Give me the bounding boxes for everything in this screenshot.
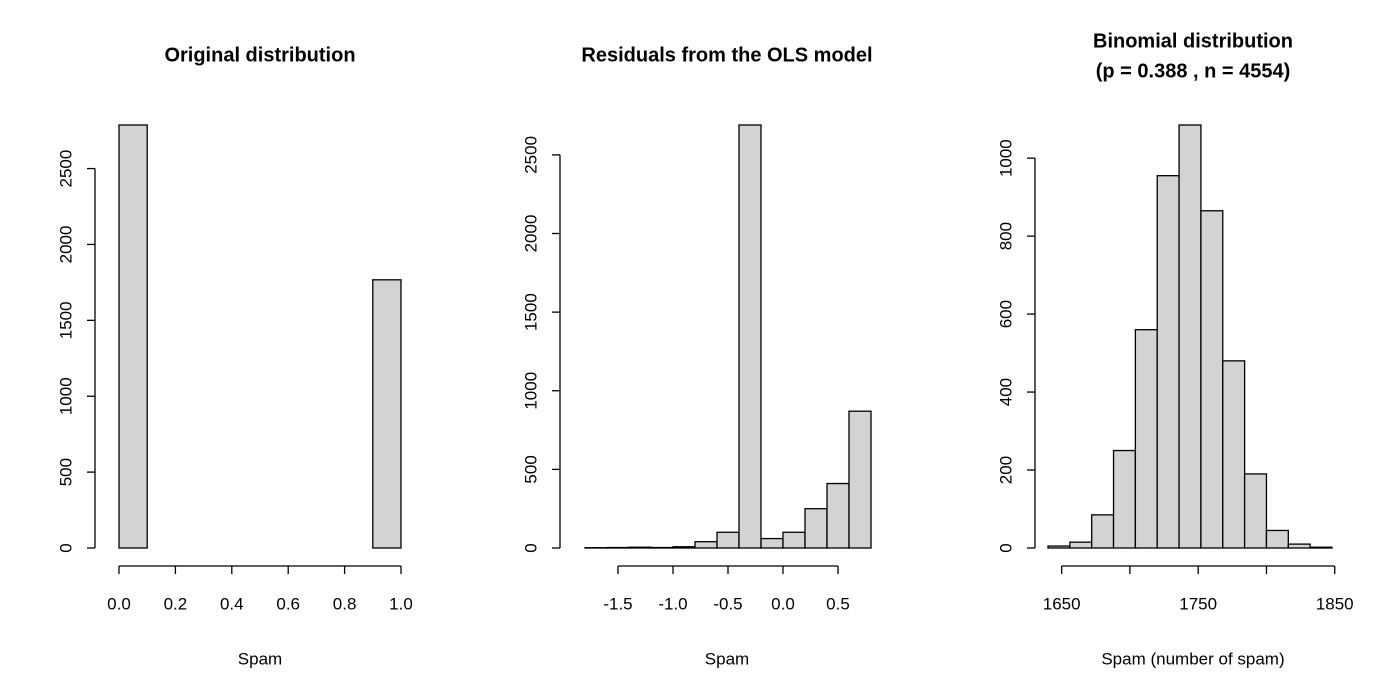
chart-title: Residuals from the OLS model xyxy=(581,44,872,66)
x-tick-label: 0.0 xyxy=(771,594,795,613)
y-tick-label: 500 xyxy=(56,458,75,486)
y-tick-label: 500 xyxy=(521,455,540,483)
bar xyxy=(1069,541,1093,549)
y-tick-label: 600 xyxy=(996,300,1015,328)
x-tick-label: 1.0 xyxy=(389,594,413,613)
y-tick-label: 800 xyxy=(996,222,1015,250)
x-tick-label: 0.6 xyxy=(276,594,300,613)
bar xyxy=(804,508,828,549)
bar xyxy=(1200,210,1224,549)
x-tick-label: 1750 xyxy=(1179,594,1217,613)
x-tick-label: 0.2 xyxy=(164,594,188,613)
bar xyxy=(738,124,762,549)
x-tick-label: -1.5 xyxy=(603,594,632,613)
bar xyxy=(848,410,872,549)
bar xyxy=(118,124,148,549)
y-tick-label: 1500 xyxy=(521,293,540,331)
x-tick-label: -0.5 xyxy=(713,594,742,613)
y-tick-label: 1000 xyxy=(996,139,1015,177)
bar xyxy=(1222,360,1246,549)
bar xyxy=(760,537,784,549)
bar xyxy=(1265,529,1289,549)
x-tick-label: 0.5 xyxy=(826,594,850,613)
x-axis-label: Spam (number of spam) xyxy=(1101,649,1284,668)
bar xyxy=(1243,473,1268,549)
bar xyxy=(672,546,696,549)
x-tick-label: 0.4 xyxy=(220,594,244,613)
chart-title: Binomial distribution xyxy=(1093,30,1293,52)
bar xyxy=(694,541,718,549)
y-tick-label: 2500 xyxy=(56,150,75,188)
bar xyxy=(1112,449,1137,549)
bar xyxy=(716,531,740,549)
y-tick-label: 200 xyxy=(996,456,1015,484)
bar xyxy=(372,279,402,549)
x-tick-label: -1.0 xyxy=(658,594,687,613)
bar xyxy=(826,482,850,549)
bar xyxy=(1134,329,1158,549)
x-tick-label: 1850 xyxy=(1316,594,1354,613)
y-tick-label: 2500 xyxy=(521,136,540,174)
bar xyxy=(1309,546,1333,549)
bar xyxy=(1156,175,1180,549)
x-tick-label: 0.8 xyxy=(333,594,357,613)
bar xyxy=(1287,543,1311,549)
bar xyxy=(1047,545,1071,549)
bar xyxy=(782,531,806,549)
y-tick-label: 0 xyxy=(996,543,1015,552)
y-tick-label: 1500 xyxy=(56,301,75,339)
x-tick-label: 1650 xyxy=(1043,594,1081,613)
chart-subtitle: (p = 0.388 , n = 4554) xyxy=(1096,60,1291,82)
chart-title: Original distribution xyxy=(164,44,355,66)
bar xyxy=(1091,514,1115,549)
y-tick-label: 1000 xyxy=(521,372,540,410)
x-axis-label: Spam xyxy=(705,649,749,668)
x-axis-label: Spam xyxy=(238,649,282,668)
x-tick-label: 0.0 xyxy=(107,594,131,613)
y-tick-label: 0 xyxy=(521,543,540,552)
bar xyxy=(1178,124,1202,549)
y-tick-label: 400 xyxy=(996,378,1015,406)
bar xyxy=(628,546,652,549)
y-tick-label: 1000 xyxy=(56,377,75,415)
y-tick-label: 2000 xyxy=(521,215,540,253)
y-tick-label: 2000 xyxy=(56,226,75,264)
y-tick-label: 0 xyxy=(56,543,75,552)
